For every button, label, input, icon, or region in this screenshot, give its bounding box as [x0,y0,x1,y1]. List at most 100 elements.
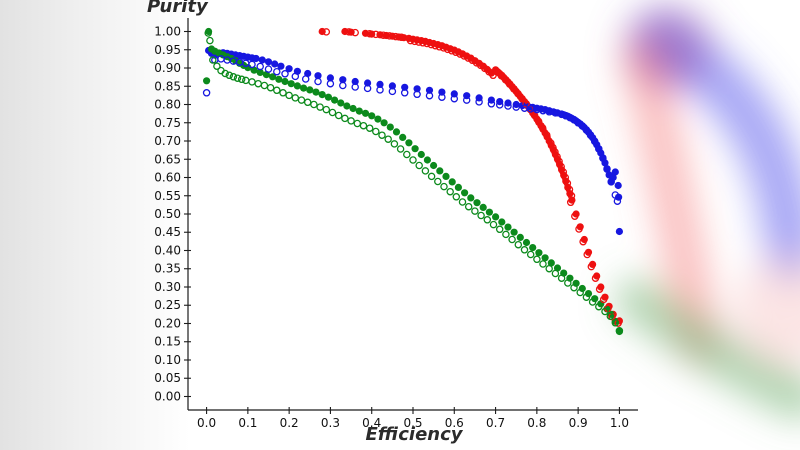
data-point [316,103,324,111]
x-tick-label: 0.9 [569,416,588,430]
data-point [291,94,300,102]
data-point [301,75,310,83]
data-point [361,109,370,117]
data-point [464,202,473,211]
data-point [509,85,518,93]
data-point [461,189,469,197]
data-point [209,56,217,64]
x-tick-label: 0.8 [527,416,546,430]
data-point [392,128,401,136]
y-tick-label: 0.45 [154,225,181,239]
data-point [415,161,423,170]
data-point [590,137,599,146]
data-point [213,62,221,70]
y-tick-label: 0.05 [154,371,181,385]
data-point [425,86,434,94]
data-point [273,67,281,76]
data-point [388,87,397,96]
data-point [489,220,498,229]
data-point [575,225,583,233]
data-point [607,178,615,186]
data-point [576,288,584,297]
data-point [495,225,504,234]
data-point [557,274,566,282]
data-point [438,88,446,96]
data-point [595,302,603,311]
data-point [364,79,372,87]
data-point [565,185,574,194]
data-point [204,29,212,37]
data-point [388,82,396,90]
data-point [413,85,421,93]
data-point [256,62,264,71]
data-point [254,79,262,88]
series-blue-open [202,55,622,205]
y-tick-label: 0.25 [154,298,181,312]
y-tick-label: 0.55 [154,189,181,203]
data-point [570,283,578,292]
data-point [591,295,599,303]
data-point [409,156,417,164]
data-point [588,298,597,306]
data-point [225,71,234,80]
data-point [411,145,419,153]
data-point [406,36,415,45]
y-tick-label: 0.30 [154,280,181,294]
data-point [378,131,386,139]
data-point [534,117,543,126]
data-point [415,38,423,46]
data-point [533,255,541,264]
data-point [614,319,622,327]
y-tick-label: 0.10 [154,353,181,367]
data-point [337,99,345,107]
data-point [471,207,479,215]
data-point [501,75,510,84]
data-point [237,75,246,84]
data-point [423,39,431,48]
data-point [405,139,413,147]
y-tick-label: 0.75 [154,116,181,130]
data-point [318,91,326,99]
data-point [443,45,452,54]
data-point [498,218,506,226]
data-point [258,56,266,64]
data-point [601,307,609,316]
data-point [221,69,229,78]
x-tick-label: 1.0 [610,416,629,430]
data-point [374,115,382,123]
data-point [564,279,572,287]
data-point [390,140,399,148]
data-point [264,65,273,73]
data-point [446,187,454,196]
data-point [495,101,504,109]
data-point [522,100,530,108]
data-point [279,89,287,97]
data-point [440,182,448,191]
data-point [435,43,444,51]
data-point [456,50,464,58]
data-point [582,126,591,134]
data-point [613,197,622,205]
y-tick-label: 0.95 [154,43,181,57]
data-point [439,44,448,52]
data-point [413,90,421,99]
data-point [497,71,506,80]
data-point [248,78,256,86]
data-point [566,198,575,207]
data-point [275,75,283,83]
y-tick-label: 0.35 [154,262,181,276]
data-point [520,246,529,254]
data-point [504,102,512,110]
data-point [448,47,456,55]
data-point [479,203,487,211]
data-point [512,103,520,111]
data-point [300,84,308,92]
data-point [396,145,405,153]
data-point [427,40,435,49]
data-point [450,94,459,103]
data-point [203,77,211,85]
data-point [582,293,591,301]
series-green-filled [203,27,624,336]
data-point [401,83,409,91]
